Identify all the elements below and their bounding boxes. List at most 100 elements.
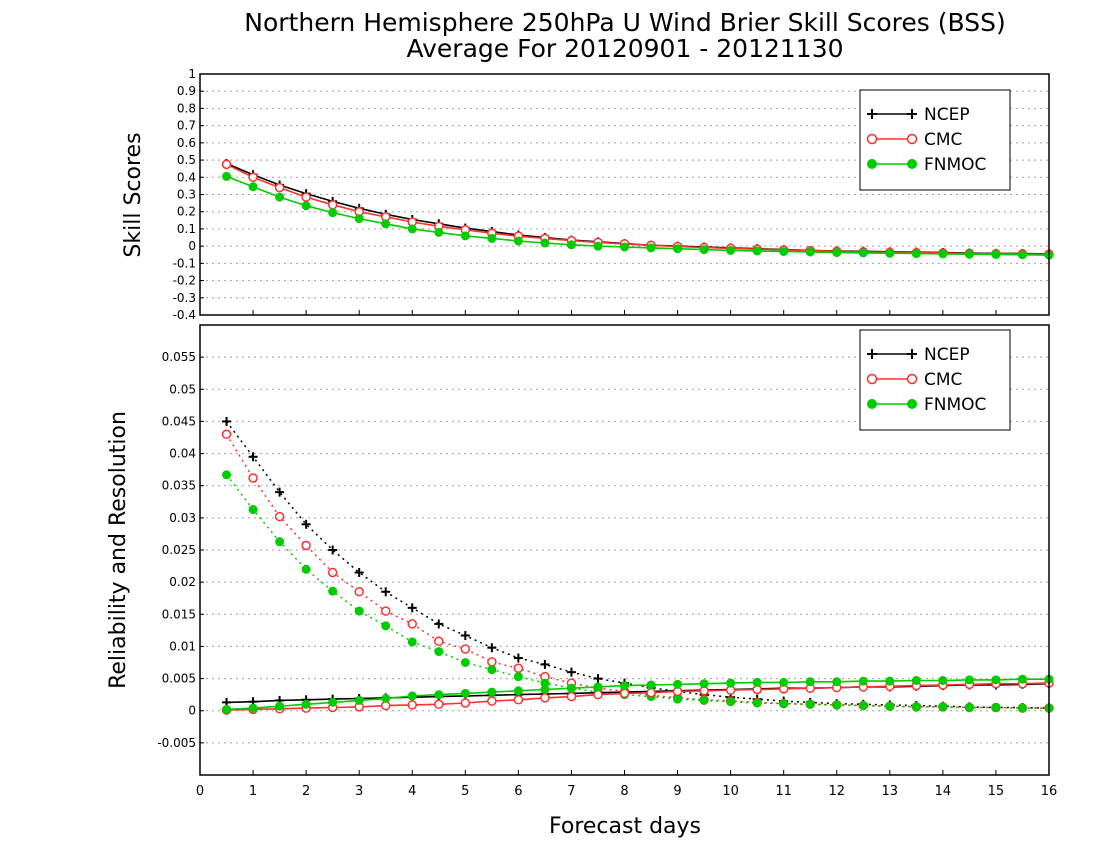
cmc-marker <box>248 172 258 183</box>
bottom-y-axis-title: Reliability and Resolution <box>106 411 131 689</box>
fnmoc-marker <box>1017 703 1027 713</box>
fnmoc-marker <box>858 701 868 711</box>
fnmoc-marker <box>885 701 895 711</box>
fnmoc-marker <box>911 702 921 712</box>
cmc-marker <box>619 688 630 699</box>
y-tick-label: 0.3 <box>177 188 196 202</box>
x-tick-label: 6 <box>514 784 522 799</box>
ncep-marker <box>867 349 877 359</box>
fnmoc-marker <box>938 249 948 259</box>
cmc-marker <box>866 373 878 385</box>
fnmoc-marker <box>805 699 815 709</box>
fnmoc-marker <box>222 470 232 480</box>
legend-label: FNMOC <box>924 155 986 175</box>
cmc-marker <box>274 182 285 193</box>
fnmoc-marker <box>991 703 1001 712</box>
ncep-marker <box>434 619 444 629</box>
fnmoc-marker <box>911 676 921 685</box>
fnmoc-marker <box>964 675 974 685</box>
x-tick-label: 13 <box>882 784 899 799</box>
fnmoc-marker <box>540 685 550 694</box>
fnmoc-marker <box>779 246 789 256</box>
chart-title-line1: Northern Hemisphere 250hPa U Wind Brier … <box>244 8 1005 37</box>
fnmoc-marker <box>487 687 497 697</box>
ncep-marker <box>328 545 338 555</box>
y-tick-label: 0.03 <box>169 511 196 525</box>
cmc-marker <box>221 429 232 440</box>
legend-label: NCEP <box>924 105 970 125</box>
legend-box <box>859 89 1011 191</box>
ncep-marker <box>867 109 877 119</box>
fnmoc-marker <box>248 703 258 713</box>
fnmoc-marker <box>907 399 917 409</box>
fnmoc-marker <box>699 695 709 705</box>
y-tick-label: 0.01 <box>169 639 196 653</box>
legend-label: CMC <box>924 370 962 390</box>
legend-item-fnmoc: FNMOC <box>867 155 986 175</box>
fnmoc-marker <box>407 637 417 647</box>
cmc-marker <box>646 687 656 698</box>
y-tick-label: 0.045 <box>162 414 196 428</box>
fnmoc-marker <box>673 679 683 689</box>
y-tick-label: 0.005 <box>162 672 196 686</box>
fnmoc-marker <box>566 240 576 250</box>
ncep-marker <box>593 674 603 684</box>
fnmoc-marker <box>726 678 736 688</box>
fnmoc-marker <box>275 192 285 202</box>
y-tick-label: -0.2 <box>173 274 196 288</box>
ncep-marker <box>487 643 497 653</box>
ncep-marker <box>566 667 576 677</box>
y-tick-label: 0 <box>188 704 196 718</box>
y-tick-label: -0.1 <box>173 256 196 270</box>
legend-label: CMC <box>924 130 962 150</box>
y-tick-label: 0.2 <box>177 205 196 219</box>
cmc-marker <box>327 200 338 210</box>
ncep-marker <box>248 452 258 462</box>
fnmoc-marker <box>275 701 285 711</box>
x-tick-label: 1 <box>249 784 257 799</box>
cmc-marker <box>866 133 878 145</box>
ncep-marker <box>460 631 470 640</box>
x-tick-label: 2 <box>302 784 310 799</box>
legend-item-fnmoc: FNMOC <box>867 395 986 415</box>
cmc-marker <box>380 606 391 616</box>
fnmoc-marker <box>513 236 523 246</box>
fnmoc-marker <box>593 241 603 251</box>
fnmoc-marker <box>646 680 656 690</box>
fnmoc-marker <box>301 201 311 211</box>
legend-item-cmc: CMC <box>866 370 962 390</box>
ncep-marker <box>407 603 417 613</box>
cmc-marker <box>540 693 550 703</box>
cmc-marker <box>487 696 497 706</box>
fnmoc-marker <box>858 676 868 686</box>
ncep-marker <box>907 109 917 119</box>
y-tick-label: 0.035 <box>162 479 196 493</box>
cmc-marker <box>434 636 444 647</box>
cmc-marker <box>407 619 417 629</box>
fnmoc-marker <box>620 681 629 691</box>
x-tick-label: 11 <box>775 784 792 799</box>
fnmoc-marker <box>911 249 921 259</box>
legend-label: NCEP <box>924 345 970 365</box>
x-tick-label: 14 <box>935 784 952 799</box>
fnmoc-marker <box>222 704 232 714</box>
legend: NCEP CMC FNMOC <box>859 329 1011 431</box>
fnmoc-marker <box>752 677 762 687</box>
legend-item-ncep: NCEP <box>867 105 970 125</box>
chart-title-line2: Average For 20120901 - 20121130 <box>406 34 843 63</box>
x-tick-label: 3 <box>355 784 363 799</box>
y-tick-label: 0.055 <box>162 350 196 364</box>
y-tick-label: -0.3 <box>173 291 196 305</box>
x-tick-label: 8 <box>620 784 628 799</box>
y-tick-label: 0.9 <box>177 84 196 98</box>
fnmoc-marker <box>328 208 338 218</box>
x-tick-label: 10 <box>722 784 739 799</box>
fnmoc-marker <box>407 691 417 701</box>
fnmoc-marker <box>301 699 311 709</box>
fnmoc-marker <box>673 244 683 254</box>
x-tick-label: 9 <box>673 784 681 799</box>
fnmoc-marker <box>726 245 736 255</box>
fnmoc-marker <box>858 248 868 258</box>
